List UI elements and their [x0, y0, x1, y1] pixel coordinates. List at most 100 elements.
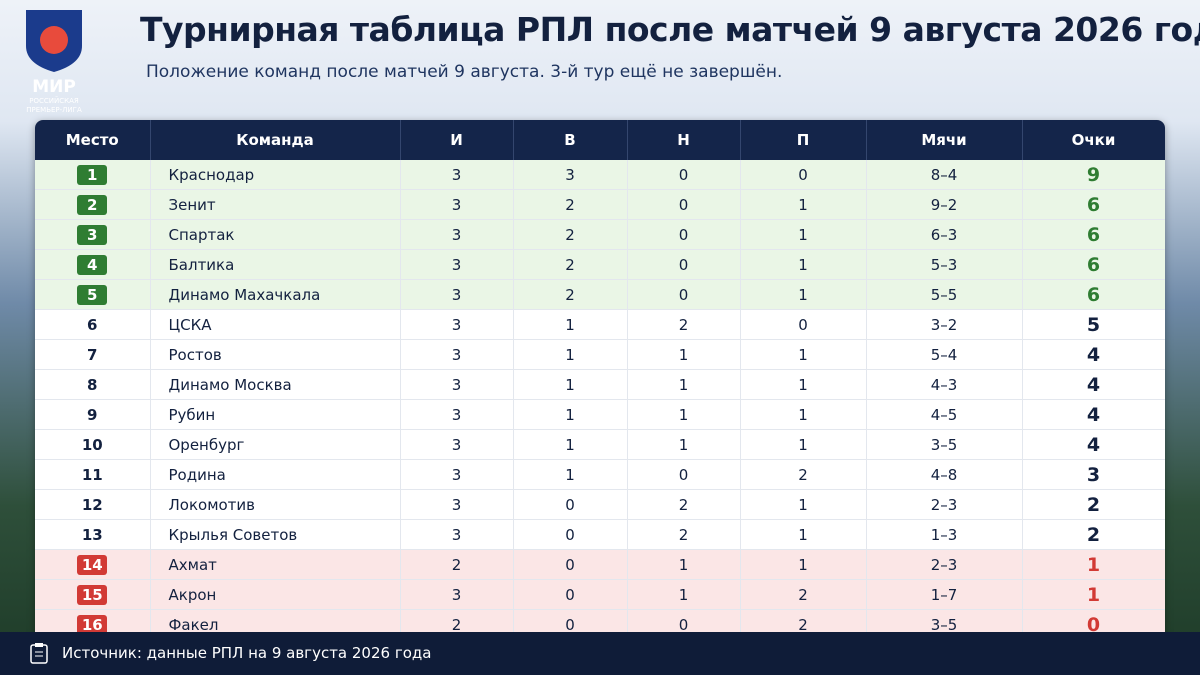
cell: 4 [35, 249, 151, 280]
points-cell: 6 [1022, 189, 1165, 220]
lost-cell: 2 [740, 459, 867, 490]
place-badge: 12 [81, 495, 103, 514]
drawn-cell: 0 [627, 459, 741, 490]
played-cell: 3 [400, 429, 514, 460]
goals-cell: 1–7 [866, 579, 1023, 610]
cell: 13 [35, 519, 151, 550]
cell: 6 [35, 309, 151, 340]
played-cell: 3 [400, 519, 514, 550]
won-cell: 0 [513, 579, 628, 610]
logo-title: МИР [32, 77, 76, 97]
team-cell: Оренбург [150, 429, 401, 460]
played-cell: 3 [400, 399, 514, 430]
column-header: Место [35, 120, 151, 160]
table-row: 3 Спартак 3 2 0 1 6–3 6 [35, 219, 1165, 250]
won-cell: 2 [513, 219, 628, 250]
clipboard-icon [30, 643, 48, 664]
points-cell: 6 [1022, 219, 1165, 250]
column-header: Очки [1022, 120, 1165, 160]
place-badge: 3 [77, 224, 108, 245]
goals-cell: 3–2 [866, 309, 1023, 340]
goals-cell: 2–3 [866, 489, 1023, 520]
played-cell: 3 [400, 459, 514, 490]
played-cell: 2 [400, 549, 514, 580]
played-cell: 3 [400, 219, 514, 250]
cell: 7 [35, 339, 151, 370]
team-cell: Балтика [150, 249, 401, 280]
column-header: Мячи [866, 120, 1023, 160]
won-cell: 2 [513, 249, 628, 280]
team-cell: Спартак [150, 219, 401, 250]
table-row: 6 ЦСКА 3 1 2 0 3–2 5 [35, 309, 1165, 340]
goals-cell: 5–4 [866, 339, 1023, 370]
logo: МИР РОССИЙСКАЯ ПРЕМЬЕР-ЛИГА [26, 10, 82, 114]
goals-cell: 3–5 [866, 429, 1023, 460]
won-cell: 1 [513, 399, 628, 430]
table-row: 12 Локомотив 3 0 2 1 2–3 2 [35, 489, 1165, 520]
cell: 14 [35, 549, 151, 580]
place-badge: 9 [87, 405, 98, 424]
points-cell: 1 [1022, 549, 1165, 580]
table-row: 7 Ростов 3 1 1 1 5–4 4 [35, 339, 1165, 370]
place-badge: 6 [87, 315, 98, 334]
lost-cell: 1 [740, 519, 867, 550]
lost-cell: 1 [740, 249, 867, 280]
column-header: Н [627, 120, 741, 160]
goals-cell: 4–5 [866, 399, 1023, 430]
won-cell: 2 [513, 279, 628, 310]
cell: 15 [35, 579, 151, 610]
goals-cell: 1–3 [866, 519, 1023, 550]
team-cell: Родина [150, 459, 401, 490]
logo-line: ПРЕМЬЕР-ЛИГА [26, 106, 82, 114]
cell: 11 [35, 459, 151, 490]
place-badge: 4 [77, 254, 108, 275]
points-cell: 5 [1022, 309, 1165, 340]
won-cell: 0 [513, 489, 628, 520]
team-cell: Акрон [150, 579, 401, 610]
lost-cell: 1 [740, 219, 867, 250]
column-header: И [400, 120, 514, 160]
cell: 1 [35, 160, 151, 190]
won-cell: 1 [513, 339, 628, 370]
goals-cell: 2–3 [866, 549, 1023, 580]
source: Источник: данные РПЛ на 9 августа 2026 г… [62, 644, 432, 662]
table: Место Команда И В Н П Мячи Очки 1 Краснодар 3 3 0 0 8… [35, 120, 1165, 640]
drawn-cell: 0 [627, 219, 741, 250]
goals-cell: 5–5 [866, 279, 1023, 310]
played-cell: 3 [400, 309, 514, 340]
place-badge: 14 [77, 554, 108, 575]
played-cell: 3 [400, 489, 514, 520]
points-cell: 2 [1022, 519, 1165, 550]
table-body: 1 Краснодар 3 3 0 0 8–4 9 2 Зенит 3 2 0 1 9–2 6 3 Спартак… [35, 160, 1165, 640]
team-cell: Зенит [150, 189, 401, 220]
points-cell: 4 [1022, 429, 1165, 460]
footer: Источник: данные РПЛ на 9 августа 2026 г… [0, 632, 1200, 675]
played-cell: 3 [400, 369, 514, 400]
table-row: 10 Оренбург 3 1 1 1 3–5 4 [35, 429, 1165, 460]
points-cell: 6 [1022, 279, 1165, 310]
team-cell: Локомотив [150, 489, 401, 520]
column-header: Команда [150, 120, 401, 160]
points-cell: 2 [1022, 489, 1165, 520]
won-cell: 1 [513, 429, 628, 460]
goals-cell: 5–3 [866, 249, 1023, 280]
drawn-cell: 2 [627, 519, 741, 550]
place-badge: 16 [77, 614, 108, 635]
won-cell: 1 [513, 309, 628, 340]
points-cell: 9 [1022, 160, 1165, 190]
title: Турнирная таблица РПЛ после матчей 9 авг… [140, 10, 1200, 49]
drawn-cell: 1 [627, 369, 741, 400]
points-cell: 4 [1022, 339, 1165, 370]
table-row: 1 Краснодар 3 3 0 0 8–4 9 [35, 160, 1165, 190]
team-cell: Ахмат [150, 549, 401, 580]
drawn-cell: 0 [627, 249, 741, 280]
lost-cell: 2 [740, 579, 867, 610]
team-cell: Краснодар [150, 160, 401, 190]
won-cell: 3 [513, 160, 628, 190]
place-badge: 7 [87, 345, 98, 364]
column-header: В [513, 120, 628, 160]
cell: 8 [35, 369, 151, 400]
table-row: 5 Динамо Махачкала 3 2 0 1 5–5 6 [35, 279, 1165, 310]
team-cell: Ростов [150, 339, 401, 370]
